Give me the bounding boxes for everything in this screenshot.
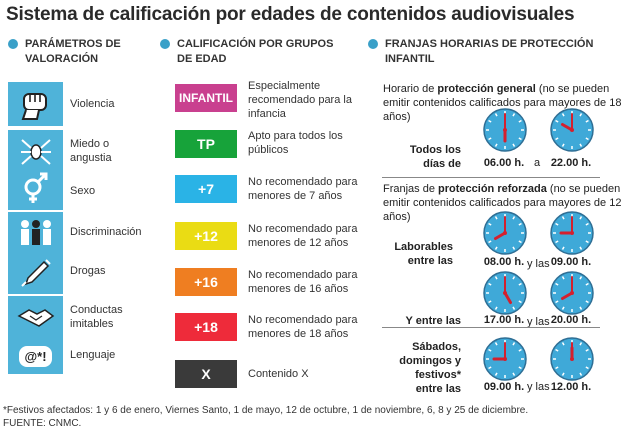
rating-description: No recomendado para menores de 12 años	[248, 223, 358, 249]
divider	[382, 327, 600, 328]
rating-badge: X	[175, 360, 237, 388]
params-header-text: PARÁMETROS DE VALORACIÓN	[25, 38, 121, 65]
param-label: Miedo o angustia	[70, 138, 112, 164]
clock-icon	[483, 337, 527, 381]
page-title: Sistema de calificación por edades de co…	[6, 4, 575, 25]
rating-description: Especialmente recomendado para la infanc…	[248, 80, 352, 120]
reinforced-connector: y las	[527, 316, 550, 328]
ratings-header: CALIFICACIÓN POR GRUPOS DE EDAD	[160, 37, 340, 67]
rating-badge: +7	[175, 175, 237, 203]
reinforced-time-from: 08.00 h.	[483, 256, 525, 268]
reinforced-bold: protección reforzada	[438, 183, 547, 195]
clock-icon	[483, 271, 527, 315]
source: FUENTE: CNMC.	[3, 418, 82, 429]
discrimination-icon	[8, 212, 63, 252]
cursing-symbol: @*!	[19, 345, 52, 367]
reinforced-connector: y las	[527, 258, 550, 270]
param-label: Violencia	[70, 98, 115, 110]
rating-description: No recomendado para menores de 16 años	[248, 269, 358, 295]
general-time-to: 22.00 h.	[550, 157, 592, 169]
rating-badge: INFANTIL	[175, 84, 237, 112]
general-pre: Horario de	[383, 83, 438, 95]
reinforced-row-label: Y entre las	[405, 315, 461, 327]
rating-badge: TP	[175, 130, 237, 158]
reinforced-row-label: Sábados, domingos y festivos* entre las	[399, 341, 461, 395]
spider-icon	[8, 130, 63, 172]
reinforced-time-to: 09.00 h.	[550, 256, 592, 268]
reinforced-time-from: 17.00 h.	[483, 314, 525, 326]
param-label: Conductas imitables	[70, 304, 123, 330]
param-label: Sexo	[70, 185, 96, 197]
params-header: PARÁMETROS DE VALORACIÓN	[8, 37, 148, 67]
rating-badge: +16	[175, 268, 237, 296]
reinforced-time-to: 20.00 h.	[550, 314, 592, 326]
clock-icon	[550, 337, 594, 381]
general-post: (no se pueden emitir contenidos califica…	[383, 83, 622, 123]
reinforced-pre: Franjas de	[383, 183, 439, 195]
gender-symbols-icon	[8, 168, 63, 210]
ratings-header-text: CALIFICACIÓN POR GRUPOS DE EDAD	[177, 38, 334, 65]
rating-badge: +12	[175, 222, 237, 250]
param-label: Discriminación	[70, 226, 142, 238]
bullet-dot-icon	[368, 39, 378, 49]
divider	[382, 177, 600, 178]
general-connector: a	[534, 157, 541, 169]
rating-description: Apto para todos los públicos	[248, 130, 343, 156]
clock-icon	[483, 211, 527, 255]
general-row-label: Todos los días de	[409, 144, 461, 170]
param-label: Drogas	[70, 265, 106, 277]
syringe-icon	[8, 252, 63, 294]
rating-badge: +18	[175, 313, 237, 341]
hours-header: FRANJAS HORARIAS DE PROTECCIÓN INFANTIL	[368, 37, 638, 67]
handshake-icon	[8, 296, 63, 338]
reinforced-post: (no se pueden emitir contenidos califica…	[383, 183, 622, 223]
reinforced-protection-text: Franjas de protección reforzada (no se p…	[383, 182, 633, 224]
rating-description: No recomendado para menores de 18 años	[248, 314, 358, 340]
reinforced-row-label: Laborables entre las	[394, 241, 453, 267]
general-protection-text: Horario de protección general (no se pue…	[383, 82, 633, 124]
clock-icon	[550, 211, 594, 255]
rating-description: Contenido X	[248, 368, 309, 380]
cursing-icon: @*!	[8, 338, 63, 374]
clock-icon	[550, 108, 594, 152]
reinforced-time-to: 12.00 h.	[550, 381, 592, 393]
hours-header-text: FRANJAS HORARIAS DE PROTECCIÓN INFANTIL	[385, 38, 594, 65]
param-label: Lenguaje	[70, 349, 116, 361]
fist-icon	[8, 82, 63, 126]
reinforced-connector: y las	[527, 381, 550, 393]
general-time-from: 06.00 h.	[483, 157, 525, 169]
reinforced-time-from: 09.00 h.	[483, 381, 525, 393]
footnote: *Festivos afectados: 1 y 6 de enero, Vie…	[3, 405, 529, 416]
bullet-dot-icon	[160, 39, 170, 49]
rating-description: No recomendado para menores de 7 años	[248, 176, 358, 202]
clock-icon	[483, 108, 527, 152]
clock-icon	[550, 271, 594, 315]
bullet-dot-icon	[8, 39, 18, 49]
general-bold: protección general	[437, 83, 536, 95]
